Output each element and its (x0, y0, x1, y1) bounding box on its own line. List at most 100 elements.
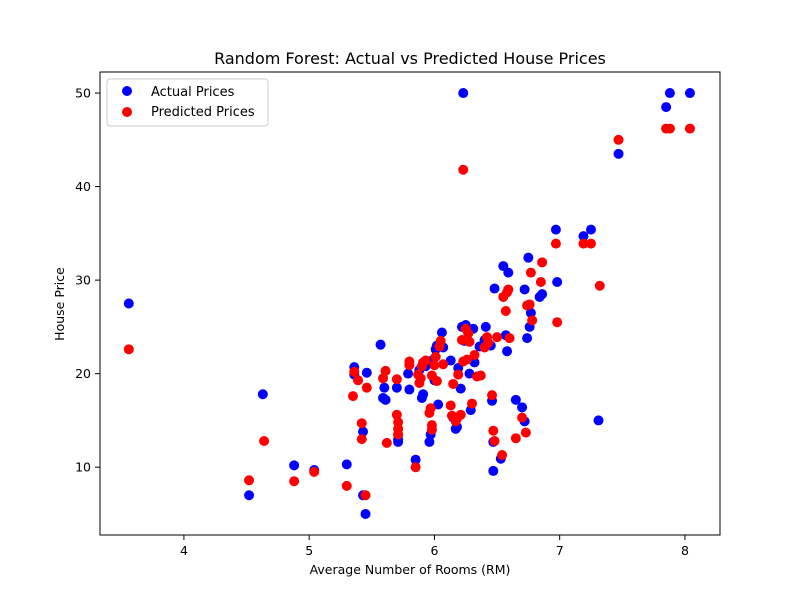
plot-area-frame (99, 71, 721, 536)
predicted-price-point-66 (497, 450, 508, 461)
predicted-price-point-64 (489, 436, 500, 446)
actual-price-point-80 (661, 102, 672, 113)
actual-price-point-68 (522, 333, 533, 344)
predicted-price-point-52 (461, 354, 472, 365)
legend: Actual Prices Predicted Prices (106, 78, 269, 127)
predicted-price-point-31 (425, 403, 436, 414)
actual-price-point-78 (593, 415, 604, 426)
predicted-price-point-23 (410, 462, 421, 473)
predicted-price-point-54 (464, 336, 475, 347)
predicted-price-point-16 (391, 374, 402, 385)
actual-price-point-32 (433, 399, 444, 410)
x-tick-label-7: 7 (556, 543, 564, 558)
predicted-price-point-85 (594, 280, 605, 291)
actual-price-point-82 (684, 88, 695, 99)
predicted-price-point-86 (613, 134, 624, 145)
predicted-price-point-70 (503, 284, 514, 295)
x-tick-label-4: 4 (180, 543, 188, 558)
predicted-price-point-35 (429, 360, 440, 371)
predicted-price-point-8 (353, 375, 364, 386)
predicted-price-point-56 (469, 349, 480, 360)
predicted-price-point-46 (453, 369, 464, 380)
predicted-price-point-49 (458, 164, 469, 175)
y-axis-label: House Price (52, 267, 67, 341)
actual-price-point-52 (480, 321, 491, 332)
actual-price-point-67 (519, 284, 530, 295)
chart-title: Random Forest: Actual vs Predicted House… (214, 49, 606, 68)
actual-price-point-26 (424, 436, 435, 447)
predicted-price-point-15 (381, 437, 392, 448)
actual-price-point-5 (341, 459, 352, 470)
predicted-price-point-39 (435, 335, 446, 346)
actual-price-point-79 (613, 148, 624, 159)
predicted-price-point-40 (438, 359, 449, 370)
y-tick-label-50: 50 (75, 86, 91, 101)
actual-price-point-75 (552, 276, 563, 287)
x-tick-label-6: 6 (430, 543, 438, 558)
actual-price-point-15 (380, 394, 391, 405)
legend-marker-predicted (122, 107, 132, 117)
predicted-price-point-1 (244, 475, 255, 486)
actual-price-point-81 (664, 88, 675, 99)
predicted-price-point-55 (467, 398, 477, 409)
predicted-price-point-0 (123, 344, 134, 355)
predicted-price-point-74 (520, 427, 531, 438)
predicted-price-point-58 (475, 370, 486, 381)
actual-price-point-2 (257, 389, 268, 400)
actual-price-point-1 (244, 490, 255, 501)
predicted-price-point-84 (585, 238, 596, 249)
x-axis-ticks: 4 5 6 7 8 (180, 535, 689, 558)
legend-marker-actual (122, 86, 132, 96)
actual-price-point-77 (585, 224, 596, 235)
actual-price-point-74 (550, 224, 561, 235)
predicted-price-point-53 (463, 328, 474, 339)
predicted-price-point-80 (537, 257, 548, 268)
predicted-price-point-10 (356, 434, 367, 445)
x-tick-label-5: 5 (305, 543, 313, 558)
predicted-price-point-33 (426, 424, 437, 435)
predicted-price-point-22 (404, 360, 415, 371)
predicted-price-point-79 (535, 276, 546, 287)
predicted-price-point-9 (356, 418, 367, 429)
predicted-price-point-82 (552, 317, 563, 328)
y-tick-label-30: 30 (75, 273, 91, 288)
predicted-price-point-26 (415, 373, 426, 384)
actual-price-point-33 (436, 327, 447, 338)
legend-label-actual: Actual Prices (151, 85, 235, 100)
predicted-price-point-3 (289, 476, 300, 487)
predicted-price-point-11 (360, 490, 371, 501)
predicted-price-point-14 (380, 365, 391, 376)
actual-price-point-63 (503, 267, 514, 278)
predicted-price-point-78 (527, 315, 538, 326)
actual-price-point-56 (488, 465, 499, 476)
predicted-price-point-4 (309, 466, 320, 477)
predicted-price-point-72 (510, 433, 521, 444)
x-axis-label: Average Number of Rooms (RM) (310, 562, 511, 577)
predicted-price-point-89 (684, 123, 695, 134)
predicted-price-point-6 (348, 391, 359, 402)
actual-price-point-11 (361, 367, 372, 378)
actual-price-point-62 (502, 346, 513, 357)
actual-price-point-40 (455, 383, 466, 394)
predicted-price-point-83 (578, 238, 589, 249)
points-layer (123, 88, 695, 519)
actual-price-point-69 (523, 252, 534, 263)
actual-price-point-18 (393, 436, 404, 447)
actual-price-point-71 (525, 307, 536, 318)
predicted-price-point-77 (525, 267, 536, 278)
y-axis-ticks: 10 20 30 40 50 (75, 86, 100, 475)
actual-price-point-46 (464, 368, 475, 379)
predicted-price-point-48 (456, 334, 467, 345)
predicted-price-point-73 (517, 412, 528, 423)
predicted-price-point-20 (393, 429, 404, 440)
predicted-price-point-63 (488, 425, 499, 436)
predicted-price-point-76 (524, 299, 535, 310)
legend-box (106, 78, 269, 127)
predicted-price-point-36 (430, 351, 441, 362)
actual-price-point-76 (578, 231, 589, 242)
actual-price-point-16 (391, 382, 402, 393)
actual-price-point-65 (517, 402, 528, 413)
predicted-price-point-2 (259, 436, 270, 446)
actual-price-point-14 (379, 382, 390, 393)
